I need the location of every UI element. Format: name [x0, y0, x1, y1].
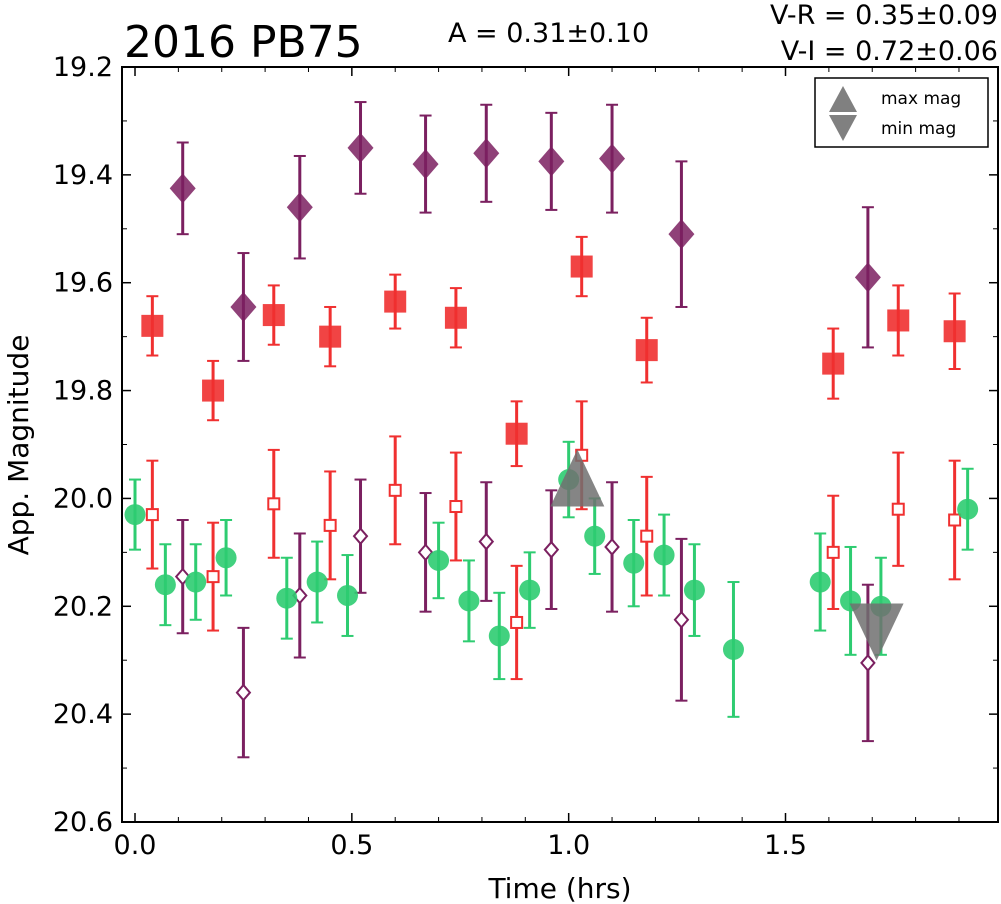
- data-point: [478, 532, 495, 551]
- data-point: [202, 379, 225, 402]
- tick-layer: 0.0 0.5 1.0 1.5 19.2 19.4 19.6 19.8 20.0 20.2 20.4…: [53, 52, 998, 861]
- max-mag-marker: [550, 449, 605, 507]
- data-point: [428, 549, 450, 571]
- y-tick-label: 20.6: [53, 807, 113, 838]
- data-point: [599, 143, 626, 174]
- legend-max-mag-label: max mag: [881, 89, 961, 109]
- data-point: [185, 571, 207, 593]
- x-tick-label: 1.0: [547, 830, 590, 861]
- data-point: [822, 352, 845, 375]
- data-point: [267, 497, 281, 511]
- min-mag-marker: [849, 603, 904, 661]
- y-tick-label: 19.6: [53, 268, 113, 299]
- y-tick-label: 19.2: [53, 52, 113, 83]
- data-point: [635, 339, 658, 362]
- data-point: [412, 149, 439, 180]
- data-point: [854, 262, 881, 293]
- data-point: [668, 219, 695, 250]
- data-point: [235, 683, 252, 702]
- data-point: [510, 615, 524, 629]
- data-point: [860, 653, 876, 672]
- x-axis-label: Time (hrs): [487, 872, 631, 904]
- data-point: [604, 537, 620, 556]
- data-point: [306, 571, 328, 593]
- data-point: [488, 625, 510, 647]
- y-axis-label: App. Magnitude: [2, 335, 35, 556]
- legend: max mag min mag: [814, 77, 989, 148]
- data-point: [286, 192, 313, 223]
- data-point: [943, 320, 966, 343]
- data-point: [352, 527, 369, 546]
- data-point: [640, 529, 654, 543]
- data-point: [538, 146, 565, 177]
- data-point: [809, 571, 831, 593]
- data-point: [683, 579, 705, 601]
- data-point: [444, 306, 467, 329]
- data-point: [543, 540, 560, 559]
- color-vi-label: V-I = 0.72±0.06: [781, 36, 998, 67]
- data-point: [948, 513, 962, 527]
- data-point: [337, 585, 359, 606]
- data-point: [323, 518, 337, 532]
- data-point: [887, 309, 910, 332]
- data-point: [319, 325, 342, 348]
- data-point: [262, 304, 285, 327]
- chart-title: 2016 PB75: [124, 17, 363, 68]
- y-tick-label: 19.8: [53, 376, 113, 407]
- marker-layer: [124, 132, 979, 702]
- data-point: [473, 138, 500, 169]
- data-point: [584, 525, 606, 547]
- errorbar-layer: [129, 101, 974, 759]
- data-point: [145, 508, 159, 522]
- legend-max-mag-icon: [829, 86, 857, 112]
- data-point: [417, 543, 434, 562]
- x-tick-label: 0.0: [114, 830, 157, 861]
- data-point: [347, 132, 374, 163]
- data-point: [570, 255, 593, 278]
- y-tick-label: 20.0: [53, 483, 113, 514]
- data-point: [449, 500, 463, 514]
- data-point: [230, 291, 257, 322]
- y-tick-label: 19.4: [53, 160, 113, 191]
- y-tick-label: 20.2: [53, 591, 113, 622]
- data-point: [141, 314, 164, 337]
- data-point: [673, 610, 690, 629]
- data-point: [826, 545, 840, 559]
- x-tick-label: 1.5: [764, 830, 807, 861]
- legend-min-mag-icon: [829, 115, 857, 141]
- color-vr-label: V-R = 0.35±0.09: [770, 0, 998, 31]
- data-point: [154, 574, 176, 596]
- data-point: [276, 587, 298, 609]
- extrema-layer: [550, 449, 904, 661]
- data-point: [623, 552, 645, 574]
- data-point: [505, 422, 528, 445]
- amplitude-label: A = 0.31±0.10: [448, 18, 649, 49]
- data-point: [957, 498, 979, 520]
- legend-min-mag-label: min mag: [881, 119, 956, 139]
- data-point: [384, 290, 407, 313]
- data-point: [169, 173, 196, 204]
- data-point: [891, 502, 905, 516]
- data-point: [722, 638, 744, 660]
- plot-frame: [121, 66, 999, 823]
- data-point: [206, 570, 220, 584]
- x-tick-label: 0.5: [330, 830, 373, 861]
- data-point: [388, 483, 402, 497]
- data-point: [124, 504, 146, 526]
- data-point: [519, 579, 541, 601]
- data-point: [215, 547, 237, 569]
- data-point: [653, 544, 675, 566]
- data-point: [458, 590, 480, 612]
- y-tick-label: 20.4: [53, 699, 113, 730]
